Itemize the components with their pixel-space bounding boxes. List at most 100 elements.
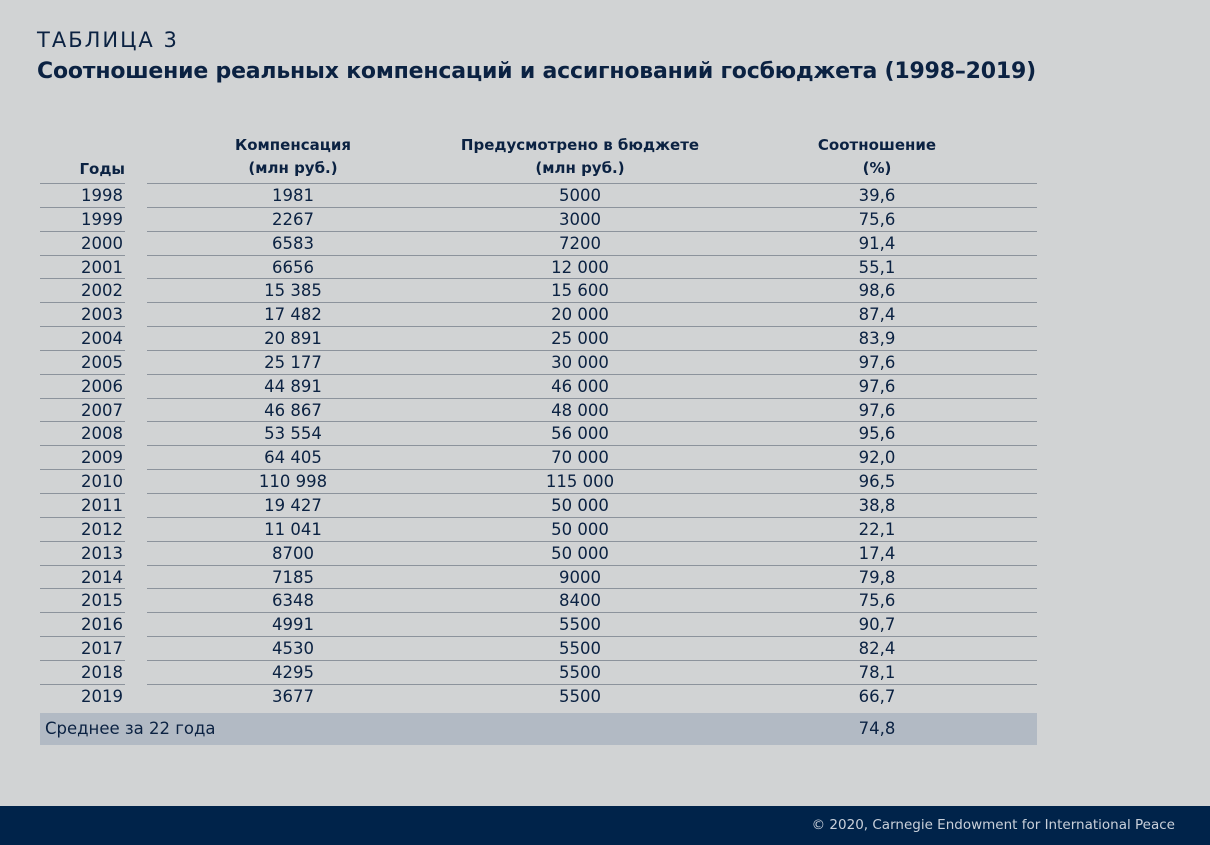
cell-compensation: 20 891: [264, 329, 322, 349]
cell-ratio: 83,9: [858, 329, 896, 349]
cell-ratio: 97,6: [858, 352, 896, 372]
table-row: 2013 8700 50 000 17,4: [40, 540, 1037, 565]
row-divider: [147, 683, 1037, 685]
row-divider: [147, 254, 1037, 256]
cell-year: 2008: [81, 424, 123, 444]
cell-year: 2017: [81, 639, 123, 659]
cell-compensation: 7185: [272, 567, 314, 587]
cell-year: 2001: [81, 257, 123, 277]
cell-budget: 50 000: [551, 543, 609, 563]
cell-ratio: 91,4: [858, 233, 896, 253]
row-divider: [40, 636, 125, 638]
cell-compensation: 11 041: [264, 519, 322, 539]
table-row: 2012 11 041 50 000 22,1: [40, 516, 1037, 541]
row-divider: [40, 469, 125, 471]
table-row: 2018 4295 5500 78,1: [40, 659, 1037, 684]
row-divider: [147, 492, 1037, 494]
average-label: Среднее за 22 года: [45, 719, 216, 738]
cell-year: 2018: [81, 662, 123, 682]
row-divider: [40, 612, 125, 614]
cell-budget: 8400: [559, 591, 601, 611]
cell-compensation: 17 482: [264, 305, 322, 325]
cell-year: 2003: [81, 305, 123, 325]
cell-ratio: 92,0: [858, 448, 896, 468]
row-divider: [40, 564, 125, 566]
row-divider: [147, 230, 1037, 232]
cell-ratio: 55,1: [858, 257, 896, 277]
cell-ratio: 98,6: [858, 281, 896, 301]
average-value: 74,8: [858, 719, 896, 738]
cell-compensation: 19 427: [264, 495, 322, 515]
table-label: ТАБЛИЦА 3: [37, 28, 179, 52]
row-divider: [147, 516, 1037, 518]
cell-budget: 70 000: [551, 448, 609, 468]
table-row: 2006 44 891 46 000 97,6: [40, 373, 1037, 398]
cell-ratio: 39,6: [858, 186, 896, 205]
copyright: © 2020, Carnegie Endowment for Internati…: [811, 817, 1175, 833]
header-ratio-line1: Соотношение: [817, 136, 937, 154]
header-budget-line1: Предусмотрено в бюджете: [460, 136, 700, 154]
cell-compensation: 53 554: [264, 424, 322, 444]
cell-budget: 46 000: [551, 376, 609, 396]
table-row: 2014 7185 9000 79,8: [40, 564, 1037, 589]
table-row: 2001 6656 12 000 55,1: [40, 254, 1037, 279]
row-divider: [40, 302, 125, 304]
cell-ratio: 22,1: [858, 519, 896, 539]
cell-compensation: 4991: [272, 615, 314, 635]
cell-budget: 5500: [559, 615, 601, 635]
cell-budget: 7200: [559, 233, 601, 253]
cell-ratio: 97,6: [858, 376, 896, 396]
row-divider: [40, 278, 125, 280]
cell-compensation: 4530: [272, 639, 314, 659]
header-budget-line2: (млн руб.): [535, 159, 625, 177]
table-row: 2009 64 405 70 000 92,0: [40, 445, 1037, 469]
table-row: 1998 1981 5000 39,6: [40, 183, 1037, 207]
footer: © 2020, Carnegie Endowment for Internati…: [0, 806, 1210, 845]
row-divider: [40, 326, 125, 328]
table-row: 2019 3677 5500 66,7: [40, 683, 1037, 708]
cell-year: 1999: [81, 209, 123, 229]
row-divider: [147, 302, 1037, 304]
cell-compensation: 64 405: [264, 448, 322, 468]
table-row: 1999 2267 3000 75,6: [40, 206, 1037, 231]
cell-compensation: 1981: [272, 186, 314, 205]
row-divider: [147, 445, 1037, 447]
row-divider: [147, 588, 1037, 590]
cell-budget: 5000: [559, 186, 601, 205]
cell-compensation: 8700: [272, 543, 314, 563]
cell-compensation: 2267: [272, 209, 314, 229]
cell-ratio: 66,7: [858, 686, 896, 706]
cell-year: 1998: [81, 186, 123, 205]
cell-budget: 9000: [559, 567, 601, 587]
cell-ratio: 95,6: [858, 424, 896, 444]
cell-compensation: 46 867: [264, 400, 322, 420]
table-row: 2008 53 554 56 000 95,6: [40, 421, 1037, 445]
header-years: Годы: [79, 160, 125, 178]
row-divider: [147, 659, 1037, 661]
data-table: 1998 1981 5000 39,6 1999 2267 3000 75,6 2000 6583…: [40, 183, 1037, 708]
cell-ratio: 78,1: [858, 662, 896, 682]
table-row: 2005 25 177 30 000 97,6: [40, 349, 1037, 374]
cell-budget: 15 600: [551, 281, 609, 301]
row-divider: [40, 373, 125, 375]
cell-ratio: 17,4: [858, 543, 896, 563]
row-divider: [147, 612, 1037, 614]
table-row: 2007 46 867 48 000 97,6: [40, 397, 1037, 422]
header-compensation-line2: (млн руб.): [248, 159, 338, 177]
header-ratio-line2: (%): [862, 159, 892, 177]
header-compensation-line1: Компенсация: [234, 136, 351, 154]
row-divider: [147, 540, 1037, 542]
row-divider: [40, 588, 125, 590]
table-row: 2015 6348 8400 75,6: [40, 588, 1037, 612]
cell-compensation: 6583: [272, 233, 314, 253]
row-divider: [147, 397, 1037, 399]
cell-budget: 30 000: [551, 352, 609, 372]
row-divider: [147, 636, 1037, 638]
row-divider: [147, 326, 1037, 328]
cell-ratio: 96,5: [858, 472, 896, 492]
row-divider: [40, 659, 125, 661]
row-divider: [40, 540, 125, 542]
table-row: 2004 20 891 25 000 83,9: [40, 326, 1037, 350]
cell-budget: 5500: [559, 662, 601, 682]
table-row: 2016 4991 5500 90,7: [40, 612, 1037, 636]
